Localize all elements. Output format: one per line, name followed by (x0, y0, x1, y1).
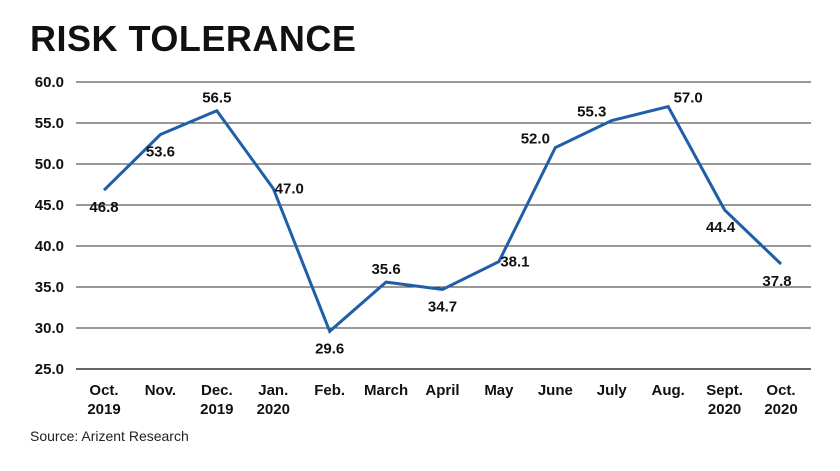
data-label: 47.0 (275, 181, 304, 198)
data-labels: 46.8 53.6 56.5 47.0 29.6 35.6 34.7 38.1 52.0 55.3… (89, 90, 791, 358)
source-note: Source: Arizent Research (30, 428, 189, 444)
data-label: 38.1 (500, 254, 529, 271)
x-tick-label: Feb. (314, 382, 345, 399)
x-tick-label: Oct. 2020 (764, 382, 797, 418)
y-tick-label: 55.0 (35, 115, 64, 132)
x-axis-ticks: Oct. 2019 Nov. Dec. 2019 Jan. 2020 Feb. March Apr… (87, 382, 797, 418)
series-line (102, 104, 783, 334)
y-tick-label: 60.0 (35, 74, 64, 91)
data-label: 29.6 (315, 340, 344, 357)
x-tick-label: Oct. 2019 (87, 382, 120, 418)
data-label: 46.8 (89, 199, 118, 216)
data-label: 56.5 (202, 90, 231, 107)
y-tick-label: 30.0 (35, 320, 64, 337)
gridlines (76, 81, 811, 370)
data-label: 35.6 (371, 261, 400, 278)
y-tick-label: 45.0 (35, 197, 64, 214)
x-tick-label: Dec. 2019 (200, 382, 233, 418)
x-tick-label: Sept. 2020 (706, 382, 743, 418)
data-label: 37.8 (762, 273, 791, 290)
x-tick-label: April (425, 382, 459, 399)
y-tick-label: 25.0 (35, 361, 64, 378)
x-tick-label: March (364, 382, 408, 399)
data-label: 57.0 (674, 90, 703, 107)
data-label: 34.7 (428, 298, 457, 315)
y-tick-label: 35.0 (35, 279, 64, 296)
data-label: 52.0 (521, 131, 550, 148)
data-label: 55.3 (577, 104, 606, 121)
y-axis-ticks: 25.0 30.0 35.0 40.0 45.0 50.0 55.0 60.0 (35, 74, 64, 378)
y-tick-label: 50.0 (35, 156, 64, 173)
x-tick-label: July (597, 382, 628, 399)
x-tick-label: June (538, 382, 573, 399)
x-tick-label: Nov. (145, 382, 176, 399)
chart-title: RISK TOLERANCE (30, 18, 357, 59)
y-tick-label: 40.0 (35, 238, 64, 255)
data-label: 44.4 (706, 219, 736, 236)
x-tick-label: Aug. (652, 382, 685, 399)
data-label: 53.6 (146, 143, 175, 160)
x-tick-label: May (484, 382, 514, 399)
x-tick-label: Jan. 2020 (257, 382, 290, 418)
